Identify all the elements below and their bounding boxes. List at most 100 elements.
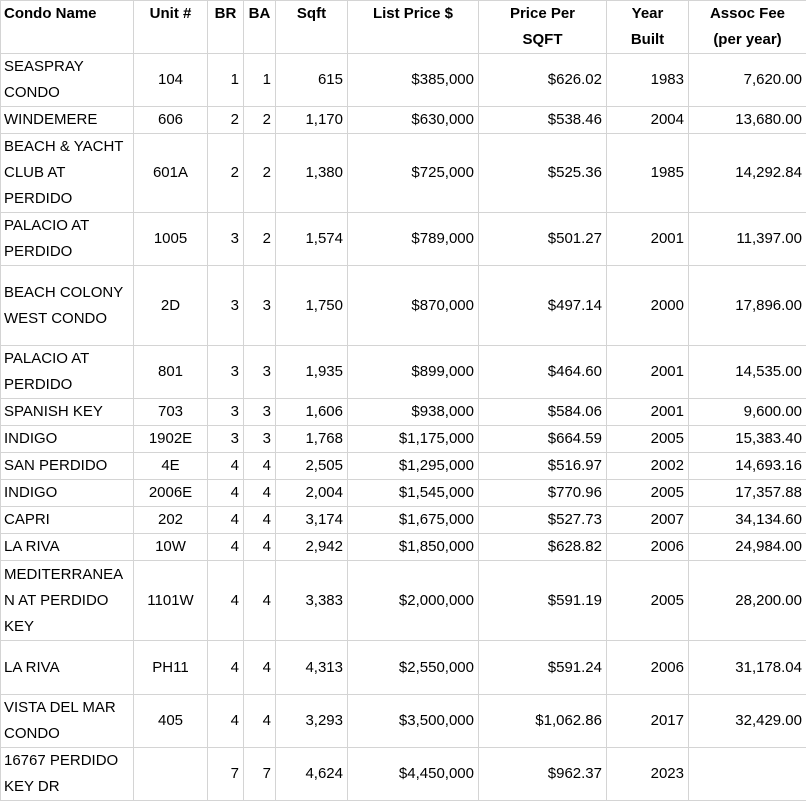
cell-br[interactable]: 2 (208, 107, 244, 134)
cell-condo-name[interactable]: INDIGO (1, 426, 134, 453)
cell-unit-number[interactable]: 1005 (134, 213, 208, 266)
cell-price-per-sqft[interactable]: $584.06 (479, 399, 607, 426)
cell-condo-name[interactable]: SPANISH KEY (1, 399, 134, 426)
cell-sqft[interactable]: 1,935 (276, 346, 348, 399)
column-header-condo-name[interactable]: Condo Name (1, 1, 134, 54)
cell-price-per-sqft[interactable]: $501.27 (479, 213, 607, 266)
cell-sqft[interactable]: 1,574 (276, 213, 348, 266)
cell-condo-name[interactable]: MEDITERRANEAN AT PERDIDO KEY (1, 561, 134, 641)
cell-unit-number[interactable]: 2D (134, 266, 208, 346)
cell-condo-name[interactable]: VISTA DEL MAR CONDO (1, 695, 134, 748)
cell-year-built[interactable]: 2005 (607, 561, 689, 641)
cell-price-per-sqft[interactable]: $962.37 (479, 748, 607, 801)
cell-condo-name[interactable]: WINDEMERE (1, 107, 134, 134)
cell-year-built[interactable]: 2023 (607, 748, 689, 801)
cell-year-built[interactable]: 2000 (607, 266, 689, 346)
cell-br[interactable]: 4 (208, 534, 244, 561)
cell-assoc-fee[interactable]: 9,600.00 (689, 399, 806, 426)
cell-ba[interactable]: 4 (244, 480, 276, 507)
cell-list-price[interactable]: $1,545,000 (348, 480, 479, 507)
cell-assoc-fee[interactable]: 31,178.04 (689, 641, 806, 695)
cell-year-built[interactable]: 2017 (607, 695, 689, 748)
cell-price-per-sqft[interactable]: $497.14 (479, 266, 607, 346)
cell-sqft[interactable]: 2,505 (276, 453, 348, 480)
column-header-sqft[interactable]: Sqft (276, 1, 348, 54)
cell-unit-number[interactable]: 601A (134, 134, 208, 213)
cell-ba[interactable]: 2 (244, 134, 276, 213)
cell-price-per-sqft[interactable]: $525.36 (479, 134, 607, 213)
cell-ba[interactable]: 2 (244, 107, 276, 134)
cell-price-per-sqft[interactable]: $628.82 (479, 534, 607, 561)
cell-br[interactable]: 4 (208, 480, 244, 507)
cell-list-price[interactable]: $1,850,000 (348, 534, 479, 561)
cell-condo-name[interactable]: 16767 PERDIDO KEY DR (1, 748, 134, 801)
cell-br[interactable]: 4 (208, 561, 244, 641)
cell-condo-name[interactable]: LA RIVA (1, 534, 134, 561)
cell-unit-number[interactable]: PH11 (134, 641, 208, 695)
cell-price-per-sqft[interactable]: $626.02 (479, 54, 607, 107)
cell-unit-number[interactable] (134, 748, 208, 801)
cell-sqft[interactable]: 2,004 (276, 480, 348, 507)
cell-condo-name[interactable]: CAPRI (1, 507, 134, 534)
cell-br[interactable]: 3 (208, 426, 244, 453)
cell-assoc-fee[interactable] (689, 748, 806, 801)
cell-br[interactable]: 3 (208, 213, 244, 266)
cell-assoc-fee[interactable]: 7,620.00 (689, 54, 806, 107)
cell-sqft[interactable]: 3,293 (276, 695, 348, 748)
cell-sqft[interactable]: 3,174 (276, 507, 348, 534)
cell-list-price[interactable]: $3,500,000 (348, 695, 479, 748)
cell-year-built[interactable]: 2006 (607, 534, 689, 561)
cell-condo-name[interactable]: PALACIO AT PERDIDO (1, 346, 134, 399)
cell-sqft[interactable]: 4,624 (276, 748, 348, 801)
cell-ba[interactable]: 4 (244, 561, 276, 641)
cell-list-price[interactable]: $938,000 (348, 399, 479, 426)
cell-price-per-sqft[interactable]: $770.96 (479, 480, 607, 507)
column-header-ba[interactable]: BA (244, 1, 276, 54)
cell-assoc-fee[interactable]: 15,383.40 (689, 426, 806, 453)
cell-ba[interactable]: 3 (244, 399, 276, 426)
cell-br[interactable]: 7 (208, 748, 244, 801)
cell-list-price[interactable]: $1,295,000 (348, 453, 479, 480)
cell-price-per-sqft[interactable]: $538.46 (479, 107, 607, 134)
cell-year-built[interactable]: 2007 (607, 507, 689, 534)
cell-condo-name[interactable]: BEACH COLONY WEST CONDO (1, 266, 134, 346)
cell-price-per-sqft[interactable]: $664.59 (479, 426, 607, 453)
cell-price-per-sqft[interactable]: $1,062.86 (479, 695, 607, 748)
column-header-unit-number[interactable]: Unit # (134, 1, 208, 54)
cell-ba[interactable]: 4 (244, 695, 276, 748)
cell-br[interactable]: 3 (208, 266, 244, 346)
cell-ba[interactable]: 3 (244, 266, 276, 346)
cell-price-per-sqft[interactable]: $464.60 (479, 346, 607, 399)
cell-list-price[interactable]: $2,550,000 (348, 641, 479, 695)
cell-price-per-sqft[interactable]: $591.19 (479, 561, 607, 641)
cell-sqft[interactable]: 2,942 (276, 534, 348, 561)
cell-br[interactable]: 4 (208, 507, 244, 534)
column-header-year-built[interactable]: Year Built (607, 1, 689, 54)
cell-ba[interactable]: 4 (244, 453, 276, 480)
cell-condo-name[interactable]: PALACIO AT PERDIDO (1, 213, 134, 266)
cell-assoc-fee[interactable]: 28,200.00 (689, 561, 806, 641)
cell-condo-name[interactable]: SEASPRAY CONDO (1, 54, 134, 107)
cell-sqft[interactable]: 4,313 (276, 641, 348, 695)
cell-assoc-fee[interactable]: 17,357.88 (689, 480, 806, 507)
cell-list-price[interactable]: $725,000 (348, 134, 479, 213)
cell-ba[interactable]: 7 (244, 748, 276, 801)
cell-price-per-sqft[interactable]: $591.24 (479, 641, 607, 695)
cell-sqft[interactable]: 1,380 (276, 134, 348, 213)
cell-ba[interactable]: 3 (244, 426, 276, 453)
cell-unit-number[interactable]: 202 (134, 507, 208, 534)
cell-year-built[interactable]: 2001 (607, 346, 689, 399)
cell-condo-name[interactable]: LA RIVA (1, 641, 134, 695)
cell-assoc-fee[interactable]: 17,896.00 (689, 266, 806, 346)
cell-ba[interactable]: 1 (244, 54, 276, 107)
cell-br[interactable]: 2 (208, 134, 244, 213)
column-header-assoc-fee[interactable]: Assoc Fee (per year) (689, 1, 806, 54)
cell-list-price[interactable]: $2,000,000 (348, 561, 479, 641)
cell-condo-name[interactable]: SAN PERDIDO (1, 453, 134, 480)
cell-assoc-fee[interactable]: 11,397.00 (689, 213, 806, 266)
cell-condo-name[interactable]: BEACH & YACHT CLUB AT PERDIDO (1, 134, 134, 213)
cell-year-built[interactable]: 2005 (607, 480, 689, 507)
cell-unit-number[interactable]: 4E (134, 453, 208, 480)
cell-price-per-sqft[interactable]: $516.97 (479, 453, 607, 480)
cell-br[interactable]: 3 (208, 399, 244, 426)
